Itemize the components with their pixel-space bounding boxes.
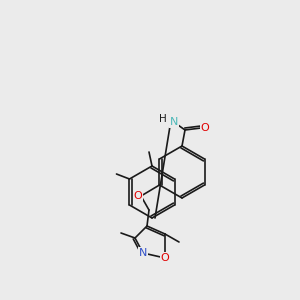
Text: O: O [134, 191, 142, 201]
Text: O: O [160, 253, 169, 263]
Text: O: O [201, 123, 209, 133]
Text: N: N [170, 117, 178, 127]
Text: N: N [139, 248, 147, 258]
Text: H: H [159, 114, 167, 124]
